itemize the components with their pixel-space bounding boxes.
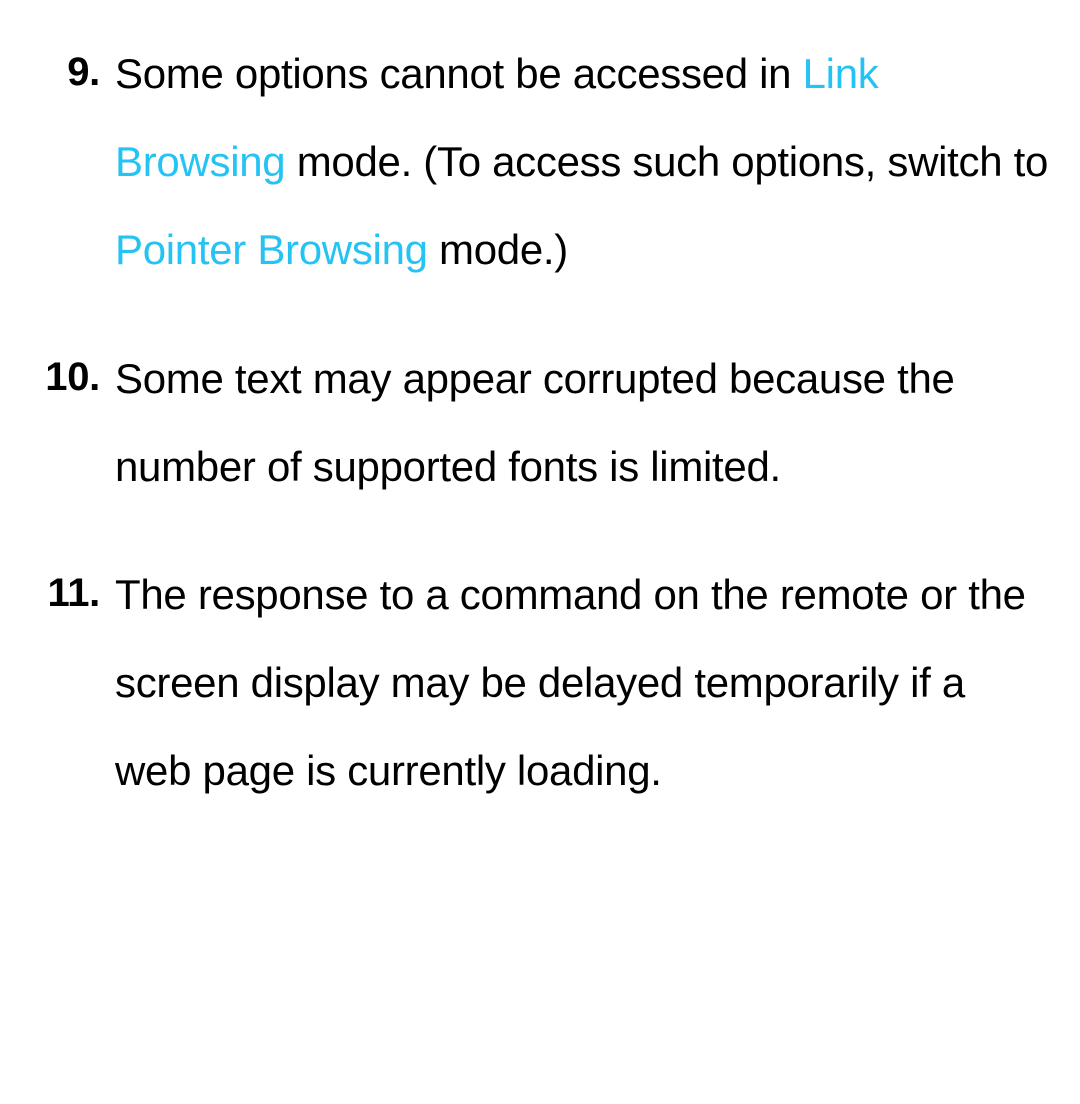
- list-item: Some text may appear corrupted because t…: [30, 335, 1050, 511]
- list-item: Some options cannot be accessed in Link …: [30, 30, 1050, 295]
- list-item-text: mode.): [428, 226, 568, 273]
- list-item: The response to a command on the remote …: [30, 551, 1050, 816]
- list-item-text: The response to a command on the remote …: [115, 571, 1026, 794]
- numbered-list: Some options cannot be accessed in Link …: [30, 30, 1050, 816]
- list-item-text: mode. (To access such options, switch to: [285, 138, 1048, 185]
- list-item-text: Some text may appear corrupted because t…: [115, 355, 955, 490]
- link-text[interactable]: Pointer Browsing: [115, 226, 428, 273]
- document-page: Some options cannot be accessed in Link …: [0, 0, 1080, 856]
- list-item-text: Some options cannot be accessed in: [115, 50, 803, 97]
